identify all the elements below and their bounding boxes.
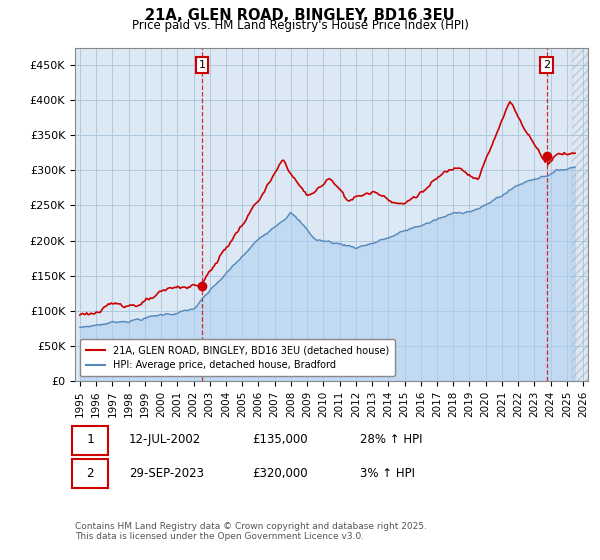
Text: 3% ↑ HPI: 3% ↑ HPI (360, 466, 415, 480)
Text: 2: 2 (86, 466, 94, 480)
Text: 21A, GLEN ROAD, BINGLEY, BD16 3EU: 21A, GLEN ROAD, BINGLEY, BD16 3EU (145, 8, 455, 24)
Text: 2: 2 (543, 60, 550, 70)
Text: 1: 1 (199, 60, 206, 70)
Text: £320,000: £320,000 (252, 466, 308, 480)
Text: 28% ↑ HPI: 28% ↑ HPI (360, 433, 422, 446)
Text: 1: 1 (86, 433, 94, 446)
Text: 29-SEP-2023: 29-SEP-2023 (129, 466, 204, 480)
Legend: 21A, GLEN ROAD, BINGLEY, BD16 3EU (detached house), HPI: Average price, detached: 21A, GLEN ROAD, BINGLEY, BD16 3EU (detac… (80, 339, 395, 376)
Text: Price paid vs. HM Land Registry's House Price Index (HPI): Price paid vs. HM Land Registry's House … (131, 19, 469, 32)
Text: £135,000: £135,000 (252, 433, 308, 446)
Text: 12-JUL-2002: 12-JUL-2002 (129, 433, 201, 446)
Text: Contains HM Land Registry data © Crown copyright and database right 2025.
This d: Contains HM Land Registry data © Crown c… (75, 522, 427, 542)
